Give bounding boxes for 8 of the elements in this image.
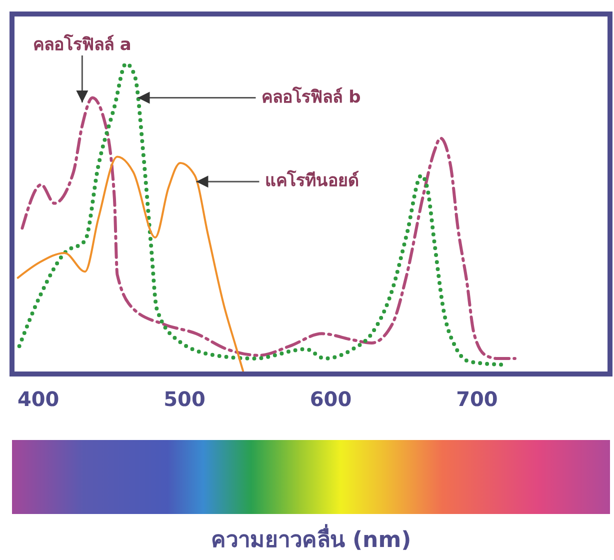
x-tick-label: 600 <box>310 387 352 412</box>
text: ความยาวคลื่น (nm) <box>210 523 412 553</box>
annotation: แคโรทีนอยด์ <box>265 170 360 192</box>
x-tick-label: 400 <box>17 387 60 412</box>
x-tick-label: 700 <box>456 387 498 412</box>
annotation: คลอโรฟิลล์ b <box>262 86 361 108</box>
x-tick-label: 500 <box>164 387 206 412</box>
annotation: คลอโรฟิลล์ a <box>32 34 132 56</box>
